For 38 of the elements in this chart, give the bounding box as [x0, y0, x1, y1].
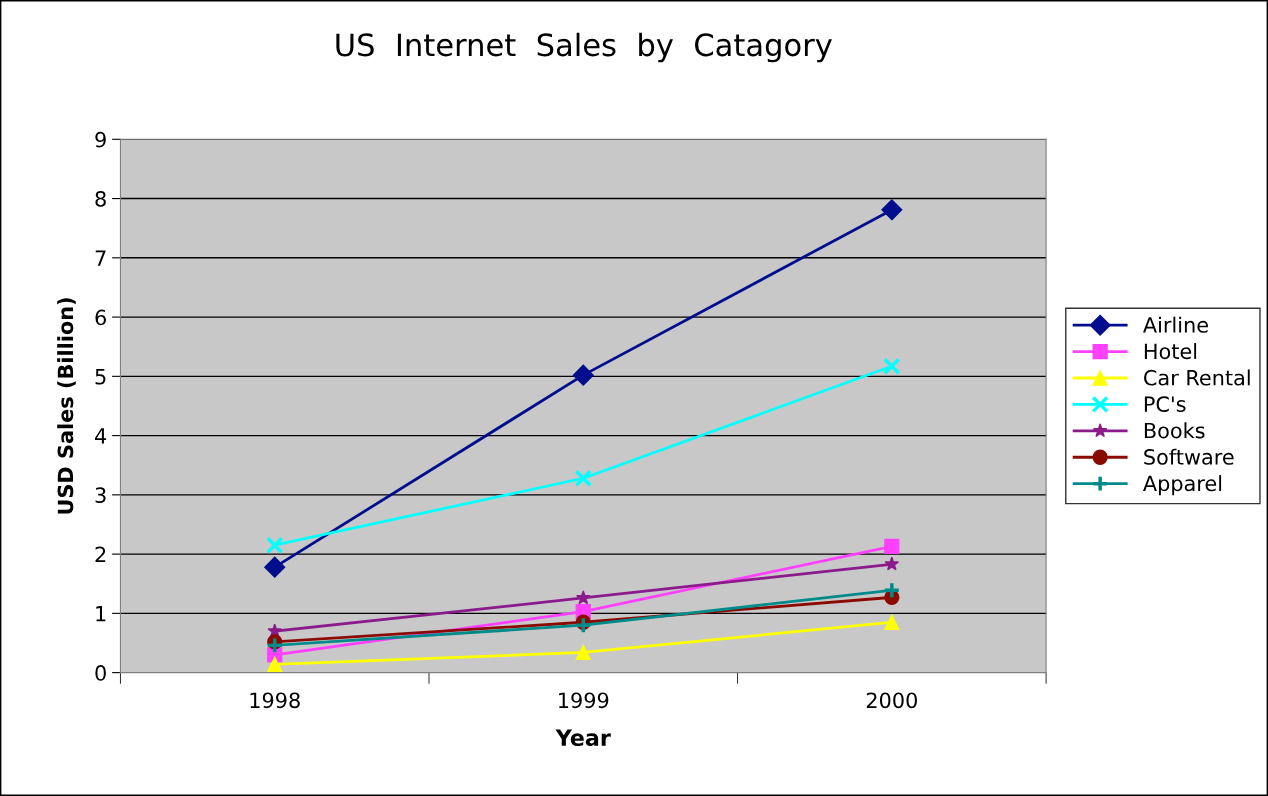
- point: [884, 538, 900, 555]
- y-tick-label: 5: [95, 369, 106, 385]
- legend-label: Software: [1144, 448, 1234, 465]
- y-tick-label: 3: [95, 487, 106, 504]
- y-tick-label: 7: [95, 250, 106, 266]
- point: [884, 614, 900, 630]
- point: [883, 581, 901, 599]
- legend-label: Hotel: [1144, 343, 1197, 360]
- y-axis-title: USD Sales (Billion): [57, 298, 76, 514]
- y-tick-label: 4: [95, 428, 107, 444]
- x-tick-label: 2000: [866, 692, 917, 709]
- chart-title: US Internet Sales by Catagory: [336, 32, 832, 63]
- point: [266, 536, 284, 554]
- y-tick-label: 2: [95, 546, 106, 563]
- legend-label: Car Rental: [1144, 369, 1250, 386]
- point: [575, 644, 591, 661]
- y-tick-label: 0: [95, 665, 106, 681]
- point: [574, 469, 592, 487]
- x-tick-label: 1998: [250, 692, 300, 709]
- point: [266, 636, 284, 655]
- y-tick-label: 8: [95, 191, 106, 207]
- point: [572, 364, 594, 386]
- point: [883, 357, 901, 375]
- y-tick-label: 1: [96, 606, 106, 622]
- legend-label: Apparel: [1143, 475, 1222, 496]
- point: [574, 616, 592, 634]
- y-tick-label: 6: [95, 309, 106, 326]
- point: [884, 556, 900, 571]
- point: [881, 199, 903, 221]
- point: [264, 556, 286, 578]
- x-axis-title: Year: [555, 729, 611, 747]
- point: [267, 656, 283, 672]
- y-tick-label: 9: [95, 131, 106, 148]
- point: [575, 590, 591, 605]
- legend-label: PC's: [1144, 396, 1186, 412]
- x-tick-label: 1999: [559, 692, 609, 709]
- legend-label: Airline: [1143, 316, 1208, 333]
- legend-label: Books: [1144, 422, 1205, 439]
